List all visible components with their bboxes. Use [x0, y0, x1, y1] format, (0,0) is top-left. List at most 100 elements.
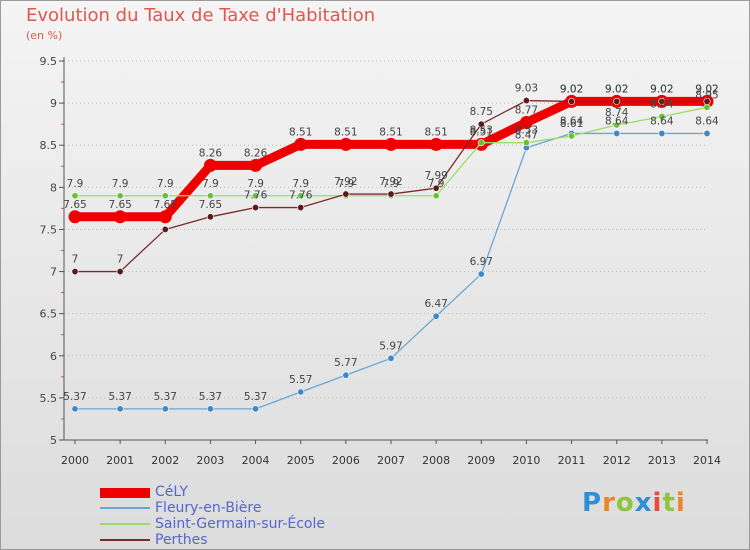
data-point: [252, 192, 260, 200]
data-point: [297, 388, 305, 396]
legend-label: Fleury-en-Bière: [155, 500, 262, 516]
data-label: 7.92: [334, 176, 357, 188]
data-point: [206, 405, 214, 413]
data-label: 7: [117, 254, 124, 266]
data-label: 8.51: [424, 126, 447, 138]
data-label: 8.75: [470, 106, 493, 118]
data-point: [658, 129, 666, 137]
y-tick-label: 5: [50, 434, 57, 447]
x-tick-label: 2013: [648, 454, 676, 467]
data-label: 9.02: [695, 83, 718, 95]
data-label: 9.02: [605, 83, 628, 95]
data-label: 5.77: [334, 357, 357, 369]
data-point: [113, 210, 127, 224]
x-tick-label: 2006: [332, 454, 360, 467]
data-point: [432, 312, 440, 320]
data-label: 9.02: [560, 83, 583, 95]
data-label: 9.02: [695, 83, 718, 95]
logo-letter: o: [615, 488, 635, 518]
data-label: 8.84: [650, 99, 674, 111]
data-label: 7.65: [63, 199, 86, 211]
data-point: [342, 190, 350, 198]
data-point: [384, 137, 398, 151]
data-point: [68, 210, 82, 224]
data-label: 8.77: [515, 104, 538, 116]
data-label: 7.65: [108, 199, 131, 211]
data-point: [613, 129, 621, 137]
data-label: 8.95: [695, 89, 718, 101]
data-label: 7.9: [157, 178, 174, 190]
data-label: 8.53: [470, 125, 493, 137]
data-point: [519, 115, 533, 129]
data-point: [477, 120, 485, 128]
logo-letter: i: [675, 488, 686, 518]
legend-swatch: [100, 539, 150, 541]
legend-label: Saint-Germain-sur-École: [155, 516, 325, 532]
logo-letter: i: [652, 488, 663, 518]
data-point: [387, 190, 395, 198]
data-point: [252, 204, 260, 212]
data-point: [432, 192, 440, 200]
data-label: 6.47: [424, 298, 447, 310]
data-label: 7.76: [289, 190, 313, 202]
data-point: [116, 405, 124, 413]
legend-item: Perthes: [100, 532, 400, 548]
data-point: [161, 192, 169, 200]
data-label: 7.76: [244, 190, 268, 202]
data-label: 8.51: [470, 126, 493, 138]
x-tick-label: 2004: [242, 454, 270, 467]
data-point: [522, 139, 530, 147]
data-point: [252, 405, 260, 413]
y-tick-label: 9.5: [40, 55, 58, 68]
data-label: 8.51: [289, 126, 312, 138]
data-point: [249, 158, 263, 172]
data-label: 7.9: [67, 178, 84, 190]
data-point: [161, 225, 169, 233]
data-label: 7.65: [199, 199, 222, 211]
legend-swatch: [100, 507, 150, 509]
x-tick-label: 2002: [151, 454, 179, 467]
data-label: 8.47: [515, 130, 538, 142]
data-label: 5.37: [154, 391, 177, 403]
data-label: 5.37: [108, 391, 131, 403]
data-point: [71, 268, 79, 276]
chart-subtitle: (en %): [26, 29, 63, 42]
chart-title: Evolution du Taux de Taxe d'Habitation: [26, 5, 376, 26]
series-lines: [68, 94, 714, 413]
data-point: [703, 97, 711, 105]
data-label: 5.37: [244, 391, 267, 403]
data-label: 7.99: [424, 170, 447, 182]
x-tick-label: 2008: [422, 454, 450, 467]
data-label: 7.9: [383, 178, 400, 190]
data-label: 8.64: [695, 115, 719, 127]
data-label: 8.51: [334, 126, 357, 138]
data-point: [71, 192, 79, 200]
logo-letter: P: [582, 488, 603, 518]
y-tick-label: 8: [50, 181, 57, 194]
data-label: 5.37: [199, 391, 222, 403]
y-tick-label: 7: [50, 266, 57, 279]
x-tick-label: 2005: [287, 454, 315, 467]
data-point: [116, 268, 124, 276]
y-tick-label: 8.5: [40, 139, 58, 152]
x-tick-label: 2012: [603, 454, 631, 467]
x-tick-label: 2001: [106, 454, 134, 467]
data-point: [294, 137, 308, 151]
logo-letter: t: [662, 488, 676, 518]
data-point: [429, 137, 443, 151]
data-label: 8.26: [199, 147, 223, 159]
legend-item: Saint-Germain-sur-École: [100, 516, 400, 532]
data-point: [477, 270, 485, 278]
data-label: 8.51: [379, 126, 402, 138]
data-label: 5.57: [289, 374, 312, 386]
data-label: 5.37: [63, 391, 86, 403]
y-tick-label: 5.5: [40, 392, 58, 405]
data-label: 8.64: [605, 115, 629, 127]
data-label: 6.97: [470, 256, 493, 268]
x-tick-label: 2011: [558, 454, 586, 467]
legend-swatch: [100, 488, 150, 498]
data-point: [658, 113, 666, 121]
data-point: [703, 103, 711, 111]
